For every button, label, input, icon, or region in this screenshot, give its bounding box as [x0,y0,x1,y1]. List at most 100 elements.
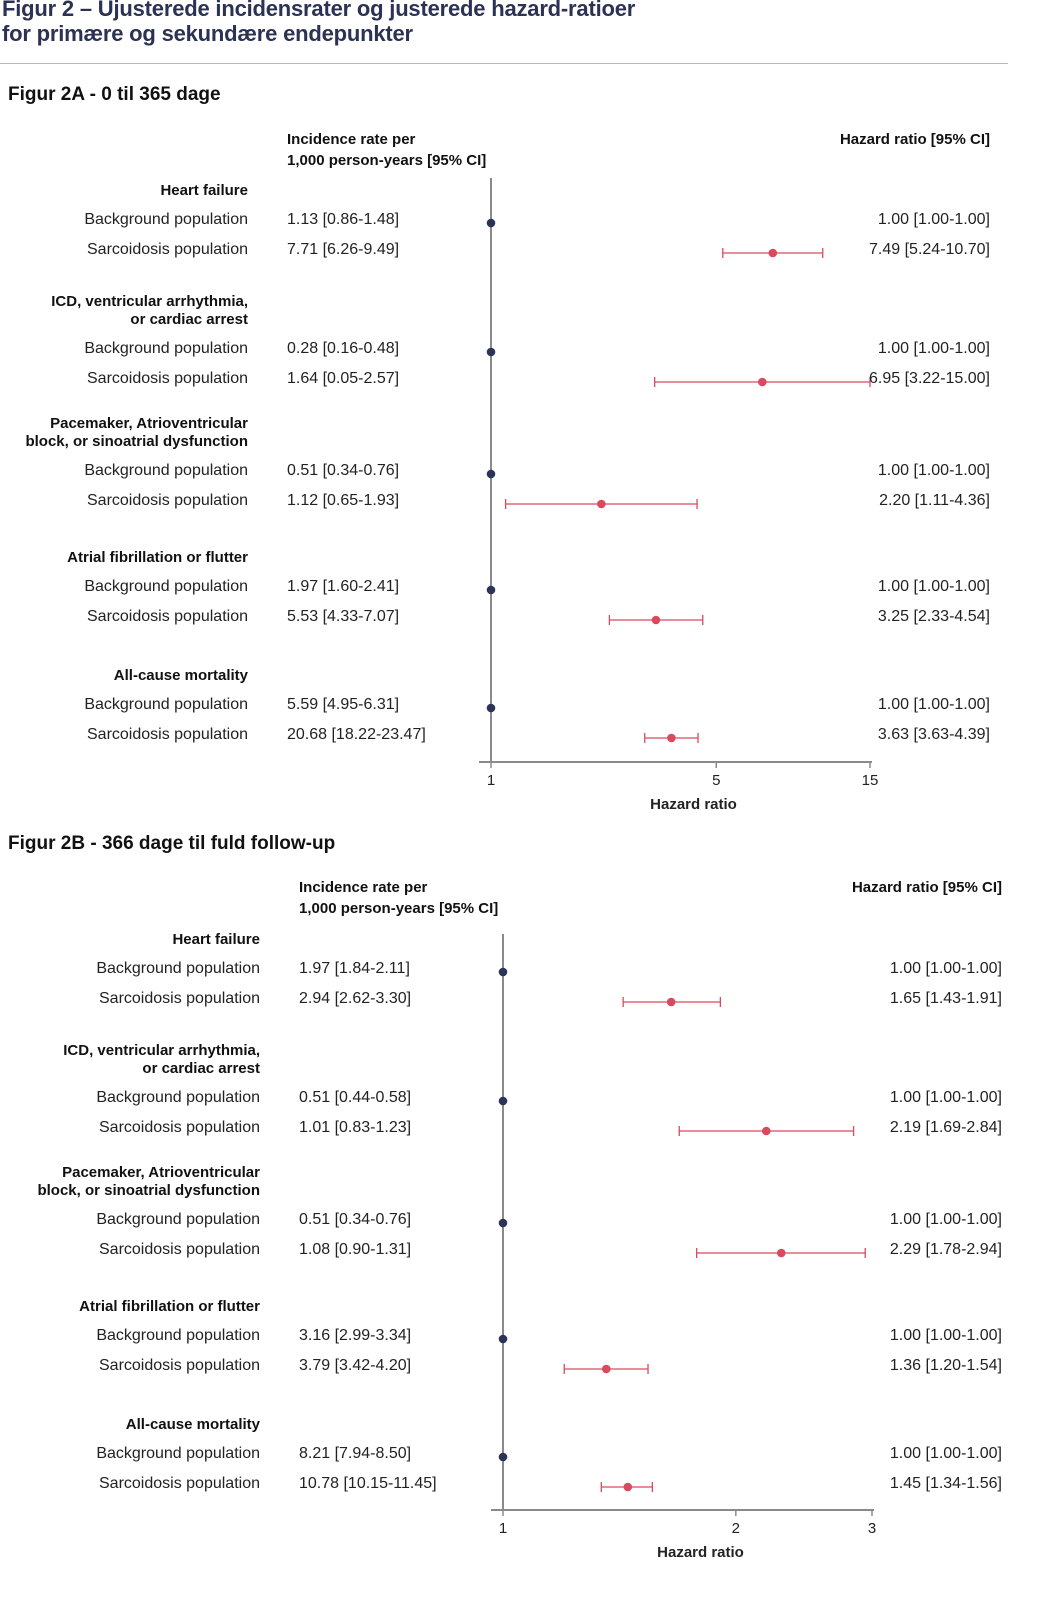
incidence-rate-value: 3.16 [2.99-3.34] [299,1327,412,1344]
hazard-ratio-value: 1.00 [1.00-1.00] [889,1211,1002,1228]
x-tick-label: 15 [862,772,879,789]
sarcoidosis-point [597,499,606,509]
incidence-rate-header: Incidence rate per 1,000 person-years [95… [299,877,559,919]
hazard-ratio-value: 1.00 [1.00-1.00] [889,1445,1002,1462]
x-tick-label: 1 [499,1520,507,1537]
reference-point [486,703,496,713]
background-population-label: Background population [84,211,248,228]
incidence-rate-value: 0.51 [0.34-0.76] [299,1211,412,1228]
incidence-rate-value: 8.21 [7.94-8.50] [299,1445,412,1462]
background-population-label: Background population [84,462,248,479]
sarcoidosis-point [666,997,676,1007]
endpoint-label: Atrial fibrillation or flutter [0,549,248,567]
endpoint-label: Heart failure [0,182,248,200]
background-population-label: Background population [96,960,260,977]
figure-title-line1: Figur 2 – Ujusterede incidensrater og ju… [2,0,636,21]
sarcoidosis-population-label: Sarcoidosis population [99,1119,260,1136]
hazard-ratio-value: 1.65 [1.43-1.91] [889,990,1002,1007]
incidence-rate-value: 1.13 [0.86-1.48] [287,211,400,228]
endpoint-label-line: ICD, ventricular arrhythmia, [63,1042,260,1059]
endpoint-label-line: Heart failure [172,931,260,948]
incidence-rate-value: 1.01 [0.83-1.23] [299,1119,412,1136]
incidence-rate-header-line2: 1,000 person-years [95% CI] [299,900,499,917]
sarcoidosis-point [768,248,778,258]
incidence-rate-value: 7.71 [6.26-9.49] [287,241,400,258]
panel-title: Figur 2A - 0 til 365 dage [8,84,221,105]
hazard-ratio-value: 7.49 [5.24-10.70] [869,241,990,258]
reference-point [486,469,496,479]
incidence-rate-value: 1.97 [1.60-2.41] [287,578,400,595]
sarcoidosis-population-label: Sarcoidosis population [99,990,260,1007]
endpoint-label-line: ICD, ventricular arrhythmia, [51,293,248,310]
x-tick-label: 2 [732,1520,740,1537]
endpoint-label: Heart failure [10,931,260,949]
sarcoidosis-point [601,1364,611,1374]
endpoint-label: Atrial fibrillation or flutter [10,1298,260,1316]
figure-title-line2: for primære og sekundære endepunkter [2,21,413,46]
incidence-rate-header-line1: Incidence rate per [287,131,416,148]
sarcoidosis-point [776,1248,786,1258]
hazard-ratio-value: 2.29 [1.78-2.94] [889,1241,1002,1258]
title-divider [0,63,1008,64]
incidence-rate-value: 0.28 [0.16-0.48] [287,340,400,357]
x-axis-title: Hazard ratio [657,1544,744,1561]
endpoint-label-line: block, or sinoatrial dysfunction [37,1182,260,1199]
incidence-rate-value: 20.68 [18.22-23.47] [287,726,426,743]
x-axis-title: Hazard ratio [650,796,737,813]
incidence-rate-header-line1: Incidence rate per [299,879,428,896]
endpoint-label-line: block, or sinoatrial dysfunction [25,433,248,450]
hazard-ratio-value: 3.63 [3.63-4.39] [877,726,990,743]
reference-point [498,1218,508,1228]
hazard-ratio-value: 1.00 [1.00-1.00] [877,696,990,713]
incidence-rate-value: 3.79 [3.42-4.20] [299,1357,412,1374]
panel-title: Figur 2B - 366 dage til fuld follow-up [8,833,336,854]
hazard-ratio-value: 1.00 [1.00-1.00] [877,578,990,595]
hazard-ratio-header: Hazard ratio [95% CI] [851,879,1002,896]
incidence-rate-value: 5.59 [4.95-6.31] [287,696,400,713]
background-population-label: Background population [84,340,248,357]
x-tick-label: 5 [712,772,720,789]
incidence-rate-value: 1.64 [0.05-2.57] [287,370,400,387]
endpoint-label-line: Atrial fibrillation or flutter [67,549,248,566]
endpoint-label-line: Pacemaker, Atrioventricular [62,1164,260,1181]
endpoint-label-line: or cardiac arrest [142,1060,260,1077]
sarcoidosis-population-label: Sarcoidosis population [99,1475,260,1492]
incidence-rate-header-line2: 1,000 person-years [95% CI] [287,152,487,169]
hazard-ratio-value: 1.00 [1.00-1.00] [889,1327,1002,1344]
x-tick-label: 3 [868,1520,876,1537]
sarcoidosis-population-label: Sarcoidosis population [87,492,248,509]
incidence-rate-value: 10.78 [10.15-11.45] [299,1475,437,1492]
incidence-rate-value: 1.97 [1.84-2.11] [299,960,410,977]
sarcoidosis-point [651,615,661,625]
incidence-rate-header: Incidence rate per 1,000 person-years [95… [287,129,547,171]
endpoint-label-line: or cardiac arrest [130,311,248,328]
background-population-label: Background population [96,1327,260,1344]
sarcoidosis-point [761,1126,771,1136]
endpoint-label: Pacemaker, Atrioventricular block, or sin… [10,1164,260,1200]
hazard-ratio-value: 1.00 [1.00-1.00] [877,462,990,479]
hazard-ratio-value: 1.00 [1.00-1.00] [877,211,990,228]
sarcoidosis-population-label: Sarcoidosis population [87,608,248,625]
sarcoidosis-population-label: Sarcoidosis population [87,241,248,258]
background-population-label: Background population [84,696,248,713]
hazard-ratio-value: 1.00 [1.00-1.00] [877,340,990,357]
endpoint-label: All-cause mortality [0,667,248,685]
sarcoidosis-population-label: Sarcoidosis population [87,370,248,387]
endpoint-label-line: Atrial fibrillation or flutter [79,1298,260,1315]
reference-point [486,347,496,357]
endpoint-label-line: Pacemaker, Atrioventricular [50,415,248,432]
incidence-rate-value: 2.94 [2.62-3.30] [299,990,412,1007]
endpoint-label: Pacemaker, Atrioventricular block, or sin… [0,415,248,451]
reference-point [486,218,496,228]
reference-point [498,1096,508,1106]
endpoint-label-line: All-cause mortality [113,667,248,684]
sarcoidosis-population-label: Sarcoidosis population [87,726,248,743]
hazard-ratio-value: 1.00 [1.00-1.00] [889,960,1002,977]
sarcoidosis-population-label: Sarcoidosis population [99,1357,260,1374]
hazard-ratio-value: 1.00 [1.00-1.00] [889,1089,1002,1106]
background-population-label: Background population [96,1089,260,1106]
incidence-rate-value: 5.53 [4.33-7.07] [287,608,400,625]
endpoint-label: ICD, ventricular arrhythmia, or cardiac a… [10,1042,260,1078]
sarcoidosis-point [758,377,767,387]
reference-point [498,967,508,977]
